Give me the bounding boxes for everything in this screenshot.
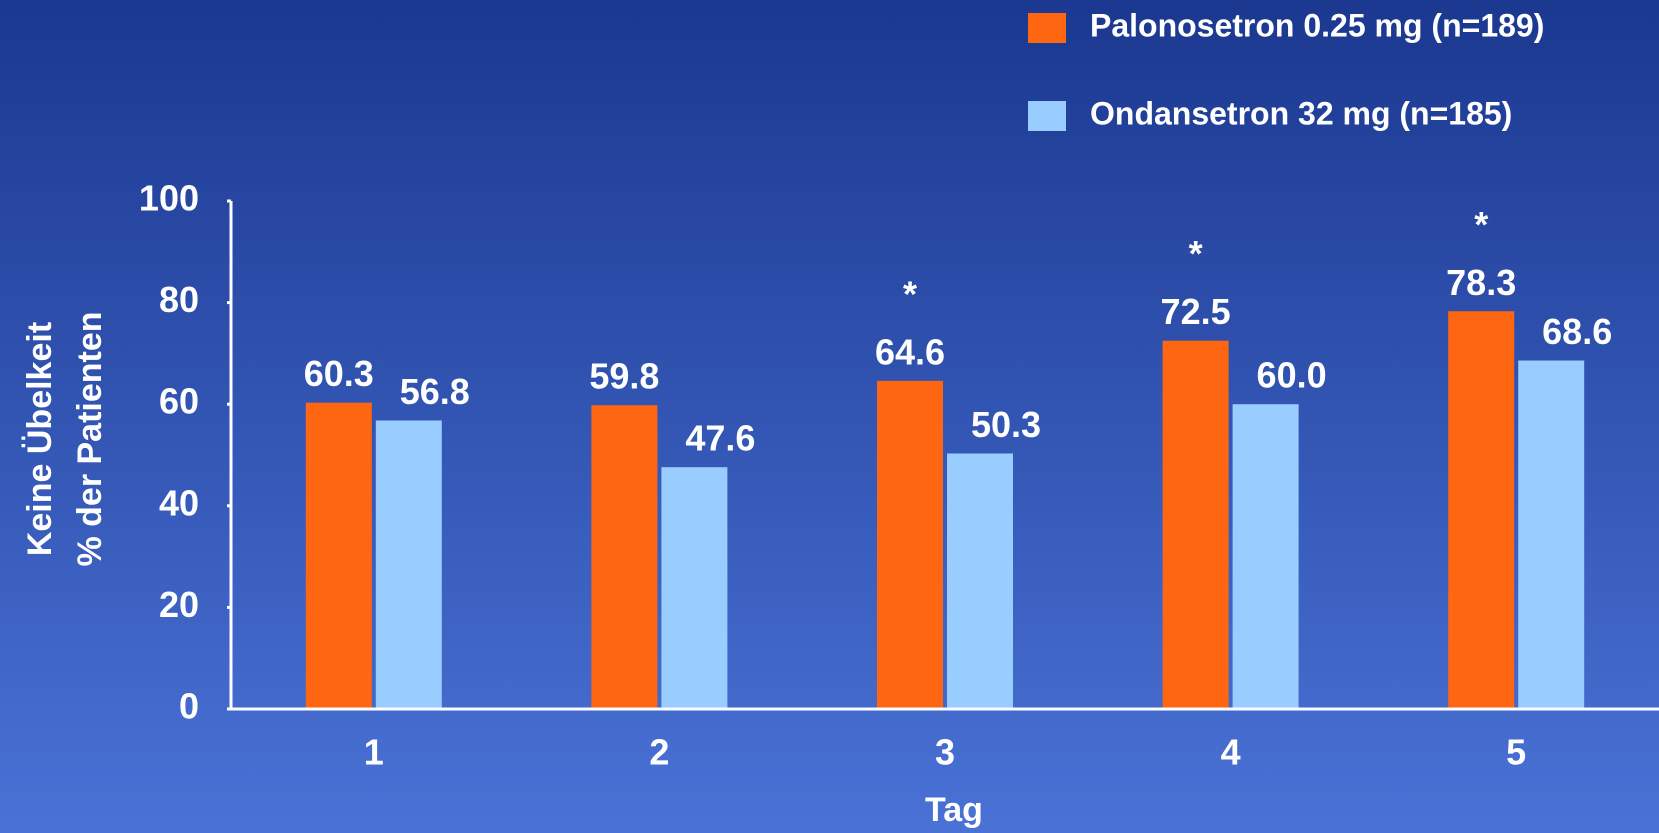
legend-label: Ondansetron 32 mg (n=185) <box>1090 95 1512 131</box>
y-axis-title: Keine Übelkeit <box>21 322 59 556</box>
x-tick-label: 2 <box>649 732 669 773</box>
y-tick-label: 60 <box>159 381 199 422</box>
bar <box>591 405 658 709</box>
significance-marker: * <box>1474 204 1488 245</box>
y-tick-label: 80 <box>159 279 199 320</box>
bar <box>375 420 442 709</box>
y-tick-label: 0 <box>179 686 199 727</box>
y-tick-label: 20 <box>159 584 199 625</box>
value-label: 56.8 <box>400 371 470 412</box>
bar <box>1232 404 1299 709</box>
y-tick-label: 100 <box>139 178 199 219</box>
y-tick-label: 40 <box>159 482 199 523</box>
value-label: 47.6 <box>685 418 755 459</box>
x-axis-title: Tag <box>925 791 983 829</box>
value-label: 60.0 <box>1257 355 1327 396</box>
bar <box>305 402 372 709</box>
bar <box>1448 311 1515 709</box>
significance-marker: * <box>1189 233 1203 274</box>
legend-label: Palonosetron 0.25 mg (n=189) <box>1090 7 1544 43</box>
x-tick-label: 3 <box>935 732 955 773</box>
bar <box>661 467 728 709</box>
value-label: 59.8 <box>589 356 659 397</box>
value-label: 50.3 <box>971 404 1041 445</box>
value-label: 72.5 <box>1161 291 1231 332</box>
legend-swatch <box>1028 13 1066 43</box>
significance-marker: * <box>903 273 917 314</box>
bar <box>947 453 1013 709</box>
x-tick-label: 5 <box>1506 732 1526 773</box>
value-label: 78.3 <box>1446 262 1516 303</box>
x-tick-label: 1 <box>364 732 384 773</box>
bar <box>1162 340 1229 709</box>
bar <box>1518 360 1585 709</box>
legend-swatch <box>1028 101 1066 131</box>
x-tick-label: 4 <box>1221 732 1241 773</box>
y-axis-title: % der Patienten <box>71 311 109 566</box>
value-label: 60.3 <box>304 353 374 394</box>
value-label: 68.6 <box>1542 311 1612 352</box>
value-label: 64.6 <box>875 331 945 372</box>
bar <box>877 380 943 709</box>
